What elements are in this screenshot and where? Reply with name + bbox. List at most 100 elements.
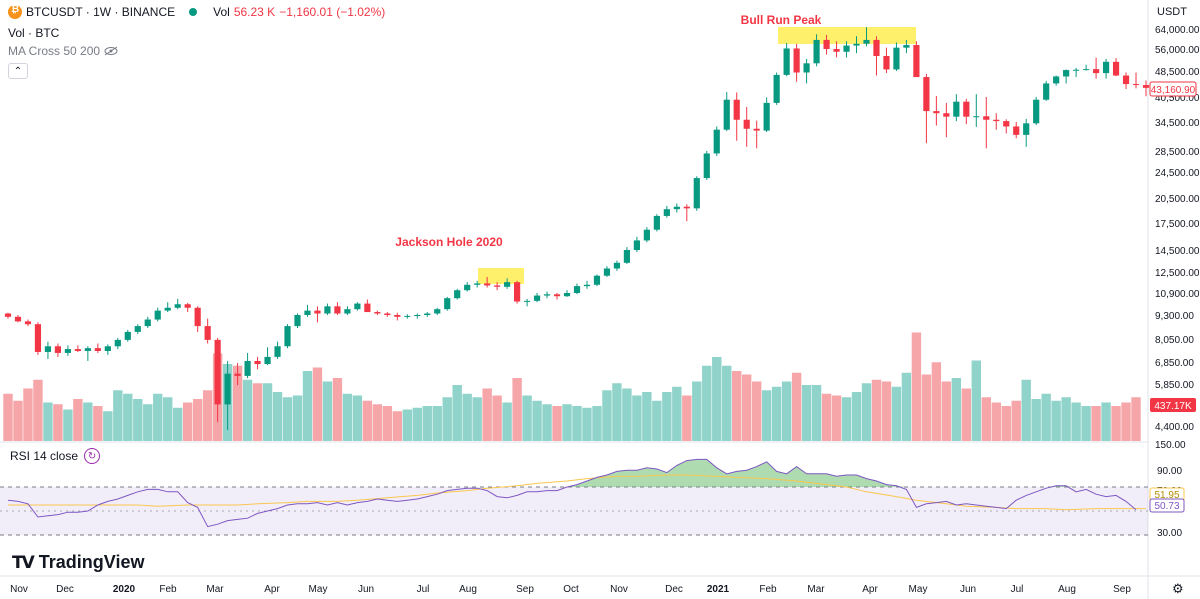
candle[interactable] xyxy=(304,304,311,317)
gear-icon[interactable]: ⚙ xyxy=(1172,581,1184,596)
candle[interactable] xyxy=(1092,57,1100,79)
candle[interactable] xyxy=(144,316,151,329)
rsi-pane[interactable] xyxy=(0,458,1148,536)
candle[interactable] xyxy=(663,205,670,218)
candle[interactable] xyxy=(673,203,680,213)
candle[interactable] xyxy=(234,363,241,386)
candle[interactable] xyxy=(713,126,720,156)
candle[interactable] xyxy=(394,312,401,321)
candle[interactable] xyxy=(573,283,581,295)
candle[interactable] xyxy=(254,356,261,370)
candle[interactable] xyxy=(863,27,870,47)
candle[interactable] xyxy=(1083,64,1090,71)
candle[interactable] xyxy=(344,306,351,315)
candle[interactable] xyxy=(873,36,880,76)
candle[interactable] xyxy=(923,74,930,144)
candle[interactable] xyxy=(643,227,650,243)
candle[interactable] xyxy=(703,151,710,180)
candle[interactable] xyxy=(893,42,900,71)
candle[interactable] xyxy=(1003,119,1010,134)
candle[interactable] xyxy=(484,276,491,288)
candle[interactable] xyxy=(793,43,800,82)
eye-hidden-icon[interactable] xyxy=(104,46,118,56)
price-axis[interactable]: USDT 64,000.00 56,000.00 48,500.00 40,500.00… xyxy=(1149,6,1200,539)
candle[interactable] xyxy=(414,313,421,319)
candle[interactable] xyxy=(404,314,411,319)
candle[interactable] xyxy=(633,236,640,253)
candle[interactable] xyxy=(813,34,820,67)
candle[interactable] xyxy=(64,345,71,356)
rsi-header[interactable]: RSI 14 close ↻ xyxy=(10,448,101,464)
candle[interactable] xyxy=(1043,80,1050,101)
candle[interactable] xyxy=(4,312,12,319)
candle[interactable] xyxy=(753,120,760,149)
candle[interactable] xyxy=(1132,72,1140,89)
candle[interactable] xyxy=(883,47,890,74)
tradingview-logo[interactable]: 𝗧𝗩 TradingView xyxy=(12,552,144,573)
candle[interactable] xyxy=(683,204,690,222)
candle[interactable] xyxy=(504,278,511,289)
candle[interactable] xyxy=(74,345,81,352)
candle[interactable] xyxy=(973,94,980,127)
candle[interactable] xyxy=(913,41,920,78)
candle[interactable] xyxy=(194,306,201,332)
candle[interactable] xyxy=(54,343,62,357)
candle[interactable] xyxy=(613,260,621,271)
candle[interactable] xyxy=(943,102,950,138)
candle[interactable] xyxy=(294,313,301,329)
candle[interactable] xyxy=(1122,72,1130,90)
candle[interactable] xyxy=(174,298,181,310)
candle[interactable] xyxy=(963,98,970,125)
candle[interactable] xyxy=(374,310,381,315)
candle[interactable] xyxy=(224,360,231,431)
candle[interactable] xyxy=(134,324,141,334)
candle[interactable] xyxy=(104,344,111,355)
candle[interactable] xyxy=(853,36,860,54)
candle[interactable] xyxy=(214,337,221,423)
volume-indicator-label[interactable]: Vol · BTC xyxy=(8,26,59,40)
candle[interactable] xyxy=(14,315,22,323)
candle[interactable] xyxy=(164,302,171,313)
candle[interactable] xyxy=(783,42,790,77)
candle[interactable] xyxy=(833,41,840,58)
candle[interactable] xyxy=(723,92,730,132)
candle[interactable] xyxy=(494,282,501,291)
candle[interactable] xyxy=(603,266,611,277)
candle[interactable] xyxy=(264,347,271,366)
candle[interactable] xyxy=(44,341,52,359)
candle[interactable] xyxy=(803,58,810,84)
candle[interactable] xyxy=(553,293,561,300)
candle[interactable] xyxy=(434,307,441,315)
candle[interactable] xyxy=(284,324,291,349)
candle[interactable] xyxy=(34,322,42,355)
candle[interactable] xyxy=(843,41,850,58)
candle[interactable] xyxy=(593,274,601,287)
candle[interactable] xyxy=(933,95,940,126)
candle[interactable] xyxy=(693,176,700,211)
ma-indicator-label[interactable]: MA Cross 50 200 xyxy=(8,44,118,58)
symbol-title[interactable]: BTCUSDT · 1W · BINANCE xyxy=(26,5,176,19)
candle[interactable] xyxy=(563,290,571,297)
candlesticks[interactable] xyxy=(4,27,1150,431)
candle[interactable] xyxy=(523,298,531,307)
candle[interactable] xyxy=(1033,97,1040,126)
candle[interactable] xyxy=(543,291,551,299)
candle[interactable] xyxy=(24,319,32,327)
candle[interactable] xyxy=(154,307,161,322)
candle[interactable] xyxy=(424,312,431,317)
candle[interactable] xyxy=(324,303,331,315)
candle[interactable] xyxy=(1142,80,1150,97)
candle[interactable] xyxy=(1073,67,1080,78)
candle[interactable] xyxy=(733,92,740,141)
candle[interactable] xyxy=(84,346,91,361)
candle[interactable] xyxy=(1013,122,1020,139)
candle[interactable] xyxy=(583,280,591,289)
candle[interactable] xyxy=(1112,58,1120,77)
candle[interactable] xyxy=(903,39,910,54)
candle[interactable] xyxy=(1053,75,1060,86)
candle[interactable] xyxy=(514,280,521,304)
candle[interactable] xyxy=(743,106,750,147)
candle[interactable] xyxy=(94,343,101,353)
